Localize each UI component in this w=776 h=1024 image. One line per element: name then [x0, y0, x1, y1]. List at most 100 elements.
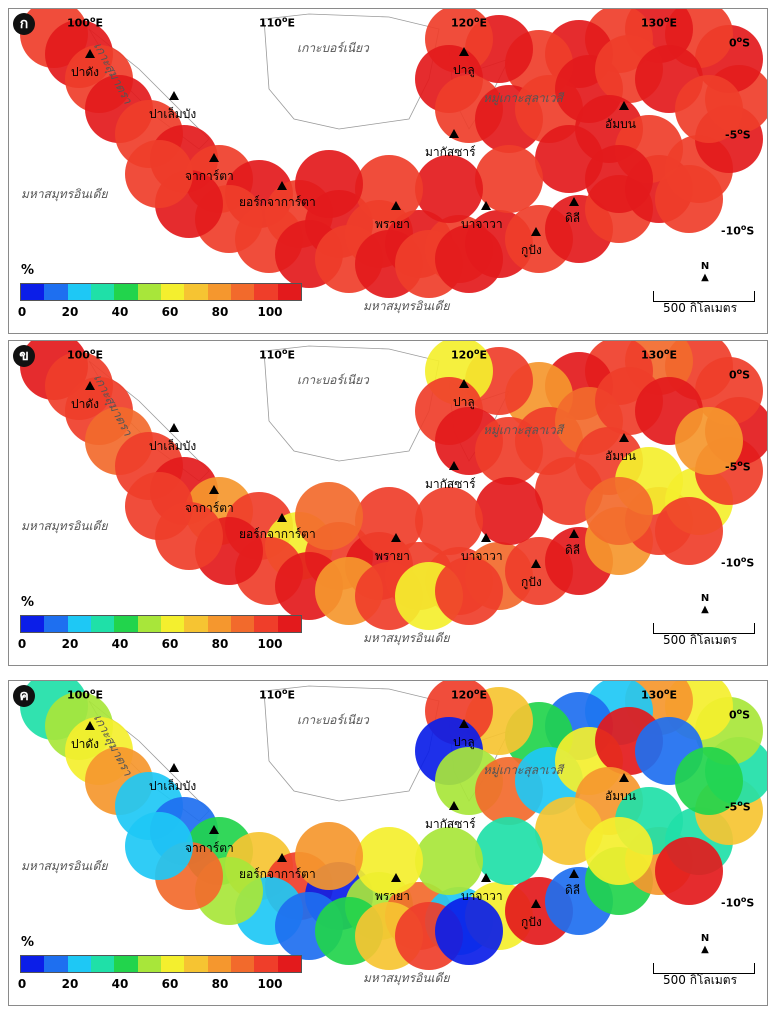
legend-swatch — [67, 616, 91, 632]
coverage-cell — [475, 145, 543, 213]
coverage-cell — [475, 817, 543, 885]
legend-swatch — [277, 284, 301, 300]
city-marker — [619, 433, 629, 442]
coverage-cell — [295, 822, 363, 890]
coverage-map — [9, 341, 767, 665]
scale-label: 500 กิโลเมตร — [663, 301, 738, 315]
city-marker — [459, 47, 469, 56]
legend-unit: % — [21, 595, 35, 610]
city-marker — [391, 873, 401, 882]
north-arrow-icon: N ▲ — [700, 593, 710, 615]
city-label-yogyakarta: ยอร์กจาการ์ตา — [239, 867, 316, 881]
city-label-padang: ปาดัง — [71, 65, 100, 79]
city-marker — [169, 763, 179, 772]
legend-swatch — [90, 284, 115, 300]
borneo-label: เกาะบอร์เนียว — [297, 373, 369, 387]
city-marker — [209, 825, 219, 834]
city-label-kupang: กูปัง — [521, 575, 542, 589]
scale-bar — [653, 963, 755, 974]
coverage-cell — [295, 150, 363, 218]
legend-swatch — [90, 616, 115, 632]
city-marker — [391, 201, 401, 210]
city-label-surabaya: พรายา — [375, 217, 410, 231]
city-label-kupang: กูปัง — [521, 915, 542, 929]
city-marker — [531, 559, 541, 568]
legend-tick-label: 80 — [211, 977, 229, 991]
legend-swatch — [67, 284, 91, 300]
city-marker — [277, 853, 287, 862]
legend-swatch — [230, 616, 255, 632]
panel-badge: ค — [13, 685, 35, 707]
city-label-kupang: กูปัง — [521, 243, 542, 257]
city-label-makassar: มากัสซาร์ — [425, 817, 476, 831]
legend-tick-label: 0 — [17, 637, 27, 651]
coverage-cell — [355, 155, 423, 223]
city-label-jakarta: จาการ์ตา — [185, 841, 234, 855]
city-marker — [459, 379, 469, 388]
city-marker — [569, 529, 579, 538]
coverage-cell — [415, 827, 483, 895]
coverage-cell — [415, 155, 483, 223]
map-panel-2: ข 100oE 110oE 120oE 130oE 0oS -5oS -10oS… — [8, 340, 768, 666]
city-marker — [449, 461, 459, 470]
legend-tick-label: 20 — [61, 637, 79, 651]
legend-swatch — [21, 956, 45, 972]
coverage-map — [9, 9, 767, 333]
legend-swatch — [114, 616, 138, 632]
lat-10-label: -10oS — [721, 223, 755, 238]
city-label-makassar: มากัสซาร์ — [425, 145, 476, 159]
legend-swatch — [254, 616, 278, 632]
lon-130-label: 130oE — [641, 15, 677, 30]
city-label-padang: ปาดัง — [71, 397, 100, 411]
legend-tick-label: 60 — [161, 305, 179, 319]
legend-swatch — [230, 956, 255, 972]
indian-ocean-label: มหาสมุทรอินเดีย — [21, 187, 108, 201]
sulawesi-label: หมู่เกาะสุลาเวสี — [483, 423, 563, 437]
coverage-cell — [475, 477, 543, 545]
scale-bar — [653, 291, 755, 302]
city-label-dili: ดิลี — [565, 211, 581, 225]
lon-110-label: 110oE — [259, 347, 295, 362]
lon-100-label: 100oE — [67, 15, 103, 30]
city-label-yogyakarta: ยอร์กจาการ์ตา — [239, 527, 316, 541]
legend-swatch — [137, 616, 161, 632]
legend-swatch — [21, 284, 45, 300]
borneo-label: เกาะบอร์เนียว — [297, 41, 369, 55]
legend-tick-label: 40 — [111, 977, 129, 991]
legend-swatch — [44, 284, 68, 300]
coverage-cell — [435, 897, 503, 965]
legend-swatch — [160, 956, 185, 972]
indian-ocean-label-south: มหาสมุทรอินเดีย — [363, 299, 450, 313]
legend-swatch — [184, 956, 208, 972]
coverage-cell — [125, 812, 193, 880]
legend-tick-label: 100 — [257, 977, 283, 991]
borneo-label: เกาะบอร์เนียว — [297, 713, 369, 727]
legend-swatch — [184, 284, 208, 300]
legend-swatch — [160, 284, 185, 300]
map-panel-3: ค 100oE 110oE 120oE 130oE 0oS -5oS -10oS… — [8, 680, 768, 1006]
legend-swatch — [137, 956, 161, 972]
lon-100-label: 100oE — [67, 687, 103, 702]
legend-tick-label: 20 — [61, 977, 79, 991]
legend-swatch — [160, 616, 185, 632]
coverage-cell — [655, 837, 723, 905]
panel-badge: ก — [13, 13, 35, 35]
city-label-makassar: มากัสซาร์ — [425, 477, 476, 491]
scale-bar — [653, 623, 755, 634]
coverage-cell — [585, 477, 653, 545]
legend-swatch — [230, 284, 255, 300]
scale-label: 500 กิโลเมตร — [663, 633, 738, 647]
city-label-bajawa: บาจาวา — [461, 549, 503, 563]
legend-unit: % — [21, 935, 35, 950]
legend-tick-label: 40 — [111, 637, 129, 651]
city-marker — [277, 513, 287, 522]
city-label-surabaya: พรายา — [375, 889, 410, 903]
city-marker — [209, 153, 219, 162]
legend-tick-label: 60 — [161, 977, 179, 991]
lat-0-label: 0oS — [729, 367, 751, 382]
city-label-jakarta: จาการ์ตา — [185, 169, 234, 183]
legend-swatch — [137, 284, 161, 300]
coverage-cell — [295, 482, 363, 550]
city-marker — [277, 181, 287, 190]
city-marker — [169, 423, 179, 432]
